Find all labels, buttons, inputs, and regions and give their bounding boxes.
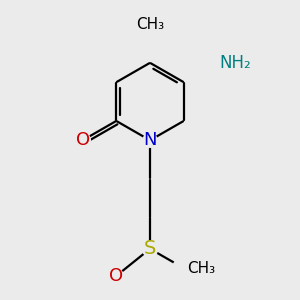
Text: CH₃: CH₃ — [188, 261, 216, 276]
Circle shape — [75, 133, 90, 148]
Circle shape — [173, 257, 195, 279]
Text: CH₃: CH₃ — [136, 16, 164, 32]
Circle shape — [142, 241, 158, 256]
Circle shape — [143, 133, 157, 147]
Circle shape — [109, 269, 123, 283]
Text: NH₂: NH₂ — [219, 54, 251, 72]
Circle shape — [207, 52, 228, 74]
Text: O: O — [109, 267, 123, 285]
Text: O: O — [76, 131, 90, 149]
Text: S: S — [144, 239, 156, 258]
Circle shape — [139, 13, 161, 35]
Text: N: N — [143, 131, 157, 149]
